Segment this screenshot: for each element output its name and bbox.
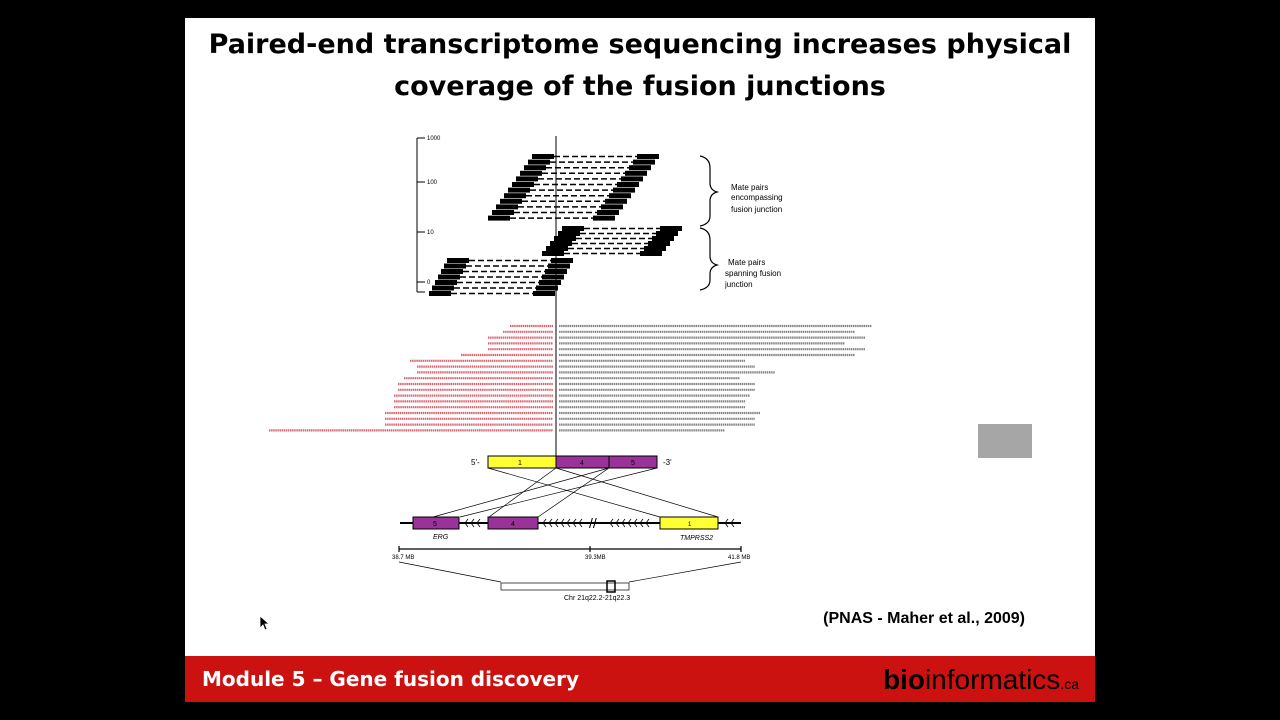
gray-overlay-box — [978, 424, 1032, 458]
strand-arrow-icon — [615, 518, 620, 528]
strand-arrow-icon — [621, 518, 626, 528]
module-title: Module 5 – Gene fusion discovery — [202, 667, 579, 691]
strand-arrow-icon — [566, 518, 571, 528]
spanning-mate-pairs — [429, 226, 682, 296]
brace-encompassing — [699, 155, 720, 227]
strand-arrow-icon — [645, 518, 650, 528]
gene-tmprss2: TMPRSS2 — [680, 535, 713, 542]
mate-pair-spanning — [444, 263, 570, 269]
citation: (PNAS - Maher et al., 2009) — [823, 610, 1025, 627]
strand-arrow-icon — [476, 518, 481, 528]
mate-pair-encompassing — [492, 210, 619, 215]
strand-arrow-icon — [578, 518, 583, 528]
transcript-5prime: 5'- — [471, 458, 480, 467]
mate-pair-spanning — [546, 246, 666, 251]
mate-pair-spanning — [554, 236, 674, 241]
mate-pair-spanning — [432, 285, 558, 291]
strand-arrow-icon — [724, 518, 729, 528]
coverage-axis — [416, 137, 425, 293]
mate-pair-spanning — [562, 226, 682, 231]
mate-pair-spanning — [438, 274, 564, 280]
label-encompassing: Mate pairs encompassing fusion junction — [731, 183, 785, 214]
y-tick-100: 100 — [427, 180, 438, 186]
mate-pair-encompassing — [512, 182, 639, 187]
mate-pair-spanning — [435, 280, 561, 285]
mate-pair-encompassing — [504, 193, 631, 199]
mate-pair-spanning — [441, 269, 567, 274]
mate-pair-spanning — [542, 251, 662, 256]
mate-pair-encompassing — [532, 154, 659, 159]
gene-erg: ERG — [433, 534, 449, 541]
scale-mid: 39.3MB — [585, 555, 606, 561]
strand-arrow-icon — [572, 518, 577, 528]
mate-pair-encompassing — [520, 170, 647, 176]
strand-arrows — [464, 518, 735, 528]
scale-right: 41.8 MB — [728, 555, 750, 561]
transcript-exon-4-label: 4 — [580, 460, 584, 467]
scale-left: 38.7 MB — [392, 555, 414, 561]
footer-bar: Module 5 – Gene fusion discovery bioinfo… — [185, 656, 1095, 702]
chromosome-label: Chr 21q22.2-21q22.3 — [564, 595, 630, 602]
mate-pair-encompassing — [488, 215, 615, 221]
exon-connectors — [432, 467, 719, 518]
mate-pair-spanning — [429, 291, 555, 296]
mouse-cursor-icon — [259, 615, 271, 631]
transcript-exon-1-label: 1 — [518, 460, 522, 467]
title-line-1: Paired-end transcriptome sequencing incr… — [208, 29, 1072, 60]
locus-break: // — [589, 515, 597, 531]
mate-pair-encompassing — [508, 187, 635, 193]
label-spanning: Mate pairs spanning fusion junction — [724, 258, 783, 289]
fusion-figure: 1000 100 10 0 Mate pairs encompassing fu… — [269, 136, 872, 602]
strand-arrow-icon — [639, 518, 644, 528]
strand-arrow-icon — [464, 518, 469, 528]
slide-title: Paired-end transcriptome sequencing incr… — [185, 24, 1095, 108]
strand-arrow-icon — [627, 518, 632, 528]
erg-exon-5-label: 5 — [433, 521, 437, 528]
strand-arrow-icon — [548, 518, 553, 528]
bioinformatics-logo: bioinformatics.ca — [882, 664, 1079, 695]
transcript-exon-5-label: 5 — [631, 460, 635, 467]
brace-spanning — [699, 227, 720, 291]
y-tick-0: 0 — [427, 280, 431, 286]
y-tick-10: 10 — [427, 230, 434, 236]
title-line-2: coverage of the fusion junctions — [394, 71, 886, 102]
tmprss2-exon-1 — [659, 516, 719, 530]
scale-bar — [398, 546, 742, 552]
transcript-exon-5 — [608, 455, 658, 469]
mate-pair-encompassing — [528, 159, 655, 165]
y-tick-1000: 1000 — [427, 136, 441, 142]
mate-pair-encompassing — [500, 198, 627, 204]
strand-arrow-icon — [554, 518, 559, 528]
mate-pair-encompassing — [496, 204, 623, 210]
strand-arrow-icon — [470, 518, 475, 528]
erg-exon-4 — [487, 516, 539, 530]
mate-pair-spanning — [550, 241, 670, 246]
transcript-3prime: -3' — [663, 458, 672, 467]
sequence-reads — [269, 324, 872, 432]
mate-pair-encompassing — [516, 176, 643, 182]
chromosome-ideogram — [398, 561, 742, 593]
strand-arrow-icon — [633, 518, 638, 528]
erg-exon-5 — [412, 516, 460, 530]
strand-arrow-icon — [560, 518, 565, 528]
tmprss2-exon-1-label: 1 — [688, 522, 692, 528]
strand-arrow-icon — [542, 518, 547, 528]
mate-pair-encompassing — [524, 165, 651, 171]
mate-pair-spanning — [558, 231, 678, 236]
slide: Paired-end transcriptome sequencing incr… — [185, 18, 1095, 702]
encompassing-mate-pairs — [488, 154, 659, 221]
mate-pair-spanning — [447, 258, 573, 263]
strand-arrow-icon — [609, 518, 614, 528]
erg-exon-4-label: 4 — [511, 521, 515, 528]
transcript-exon-1 — [487, 455, 557, 469]
strand-arrow-icon — [730, 518, 735, 528]
